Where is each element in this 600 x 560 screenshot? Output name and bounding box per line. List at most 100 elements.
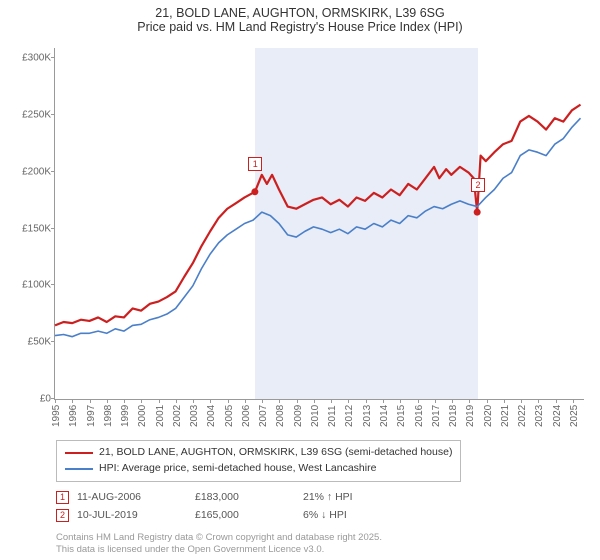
title-address: 21, BOLD LANE, AUGHTON, ORMSKIRK, L39 6S… — [10, 6, 590, 20]
footer-attribution: Contains HM Land Registry data © Crown c… — [56, 532, 382, 556]
x-axis-tick-mark — [107, 399, 108, 403]
footer-line2: This data is licensed under the Open Gov… — [56, 544, 382, 556]
x-axis-tick-label: 2004 — [206, 405, 217, 427]
x-axis-tick-mark — [193, 399, 194, 403]
y-axis-tick-label: £250K — [22, 110, 51, 121]
y-axis-tick-mark — [51, 341, 55, 342]
sale-delta: 21% ↑ HPI — [303, 491, 403, 503]
x-axis-tick-mark — [538, 399, 539, 403]
x-axis-tick-mark — [159, 399, 160, 403]
x-axis-tick-label: 1996 — [68, 405, 79, 427]
x-axis-tick-label: 2017 — [431, 405, 442, 427]
x-axis-tick-mark — [331, 399, 332, 403]
x-axis-tick-label: 2007 — [258, 405, 269, 427]
y-axis-tick-mark — [51, 114, 55, 115]
x-axis-tick-label: 2010 — [310, 405, 321, 427]
x-axis-tick-label: 2005 — [224, 405, 235, 427]
sale-row: 2 10-JUL-2019 £165,000 6% ↓ HPI — [56, 506, 403, 524]
x-axis-tick-mark — [487, 399, 488, 403]
legend-label: 21, BOLD LANE, AUGHTON, ORMSKIRK, L39 6S… — [99, 445, 452, 461]
x-axis-tick-mark — [124, 399, 125, 403]
x-axis-tick-label: 1999 — [120, 405, 131, 427]
chart-title: 21, BOLD LANE, AUGHTON, ORMSKIRK, L39 6S… — [0, 0, 600, 36]
y-axis-tick-label: £300K — [22, 53, 51, 64]
x-axis-tick-label: 2006 — [241, 405, 252, 427]
y-axis-tick-label: £50K — [28, 337, 51, 348]
x-axis-tick-label: 2013 — [362, 405, 373, 427]
x-axis-tick-mark — [383, 399, 384, 403]
title-subtitle: Price paid vs. HM Land Registry's House … — [10, 20, 590, 34]
x-axis-tick-label: 2001 — [155, 405, 166, 427]
legend-swatch — [65, 452, 93, 454]
footer-line1: Contains HM Land Registry data © Crown c… — [56, 532, 382, 544]
x-axis-tick-mark — [556, 399, 557, 403]
x-axis-tick-mark — [262, 399, 263, 403]
sale-delta: 6% ↓ HPI — [303, 509, 403, 521]
x-axis-tick-label: 2025 — [569, 405, 580, 427]
sale-row-marker: 1 — [56, 491, 69, 504]
x-axis-tick-mark — [72, 399, 73, 403]
sale-marker-dot — [251, 188, 258, 195]
x-axis-tick-label: 2018 — [448, 405, 459, 427]
x-axis-tick-mark — [55, 399, 56, 403]
x-axis-tick-mark — [469, 399, 470, 403]
x-axis-tick-mark — [90, 399, 91, 403]
x-axis-tick-label: 2020 — [483, 405, 494, 427]
x-axis-tick-label: 2014 — [379, 405, 390, 427]
sale-row: 1 11-AUG-2006 £183,000 21% ↑ HPI — [56, 488, 403, 506]
x-axis-tick-mark — [521, 399, 522, 403]
x-axis-tick-label: 2016 — [414, 405, 425, 427]
chart-plot-area: £0£50K£100K£150K£200K£250K£300K199519961… — [54, 48, 584, 400]
y-axis-tick-label: £150K — [22, 223, 51, 234]
x-axis-tick-mark — [504, 399, 505, 403]
x-axis-tick-mark — [452, 399, 453, 403]
x-axis-tick-mark — [435, 399, 436, 403]
x-axis-tick-label: 2015 — [396, 405, 407, 427]
x-axis-tick-label: 2011 — [327, 405, 338, 427]
x-axis-tick-mark — [573, 399, 574, 403]
x-axis-tick-label: 2000 — [137, 405, 148, 427]
x-axis-tick-label: 1997 — [86, 405, 97, 427]
x-axis-tick-mark — [245, 399, 246, 403]
legend: 21, BOLD LANE, AUGHTON, ORMSKIRK, L39 6S… — [56, 440, 461, 482]
y-axis-tick-mark — [51, 57, 55, 58]
y-axis-tick-mark — [51, 171, 55, 172]
chart-lines-svg — [55, 48, 584, 399]
series-line-price_paid — [55, 105, 581, 326]
sale-marker-dot — [474, 209, 481, 216]
x-axis-tick-label: 2022 — [517, 405, 528, 427]
sale-marker-box: 2 — [471, 178, 485, 192]
y-axis-tick-label: £0 — [40, 394, 51, 405]
sale-date: 10-JUL-2019 — [77, 509, 187, 521]
sale-date: 11-AUG-2006 — [77, 491, 187, 503]
x-axis-tick-label: 2021 — [500, 405, 511, 427]
y-axis-tick-label: £200K — [22, 166, 51, 177]
sale-price: £165,000 — [195, 509, 295, 521]
sales-table: 1 11-AUG-2006 £183,000 21% ↑ HPI 2 10-JUL-201… — [56, 488, 403, 524]
x-axis-tick-mark — [400, 399, 401, 403]
legend-item: 21, BOLD LANE, AUGHTON, ORMSKIRK, L39 6S… — [65, 445, 452, 461]
x-axis-tick-label: 2002 — [172, 405, 183, 427]
y-axis-tick-label: £100K — [22, 280, 51, 291]
x-axis-tick-mark — [228, 399, 229, 403]
x-axis-tick-label: 2023 — [534, 405, 545, 427]
x-axis-tick-mark — [418, 399, 419, 403]
series-line-hpi — [55, 118, 581, 336]
y-axis-tick-mark — [51, 284, 55, 285]
x-axis-tick-label: 2019 — [465, 405, 476, 427]
x-axis-tick-label: 2012 — [344, 405, 355, 427]
legend-label: HPI: Average price, semi-detached house,… — [99, 461, 376, 477]
x-axis-tick-label: 2008 — [275, 405, 286, 427]
x-axis-tick-mark — [348, 399, 349, 403]
legend-item: HPI: Average price, semi-detached house,… — [65, 461, 452, 477]
legend-swatch — [65, 468, 93, 470]
x-axis-tick-mark — [141, 399, 142, 403]
y-axis-tick-mark — [51, 228, 55, 229]
x-axis-tick-mark — [297, 399, 298, 403]
x-axis-tick-mark — [314, 399, 315, 403]
sale-row-marker: 2 — [56, 509, 69, 522]
x-axis-tick-mark — [366, 399, 367, 403]
sale-price: £183,000 — [195, 491, 295, 503]
x-axis-tick-label: 2003 — [189, 405, 200, 427]
x-axis-tick-mark — [210, 399, 211, 403]
